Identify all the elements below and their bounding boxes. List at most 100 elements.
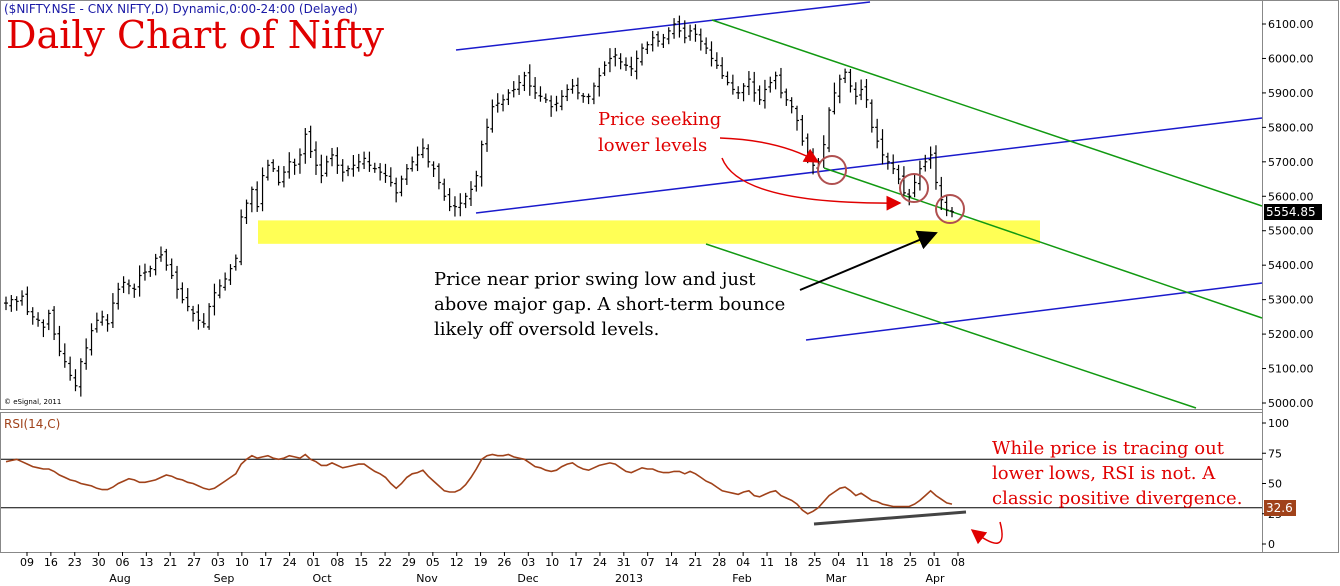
price-bar [399, 175, 404, 197]
price-last-value: 5554.85 [1266, 205, 1316, 219]
price-bar [255, 181, 260, 212]
x-month-label: Apr [925, 572, 945, 585]
price-bar [372, 162, 377, 173]
price-bar [591, 82, 596, 105]
price-bar [490, 99, 495, 133]
price-bar [474, 170, 479, 192]
price-bar [239, 209, 244, 266]
price-bar [623, 57, 628, 71]
channel-line-4 [711, 19, 1263, 207]
price-bar [394, 177, 399, 203]
price-bar [110, 293, 115, 328]
x-day-label: 21 [688, 556, 702, 569]
price-bar [789, 97, 794, 114]
rsi-last-value: 32.6 [1266, 501, 1293, 515]
price-bar [832, 82, 837, 115]
price-bar [324, 155, 329, 177]
annotation-price-near-2: above major gap. A short-term bounce [434, 294, 785, 315]
price-tick-label: 5900.00 [1268, 87, 1314, 100]
price-bar [864, 79, 869, 108]
price-bar [356, 153, 361, 172]
price-bar [4, 296, 8, 311]
annotation-price-near-3: likely off oversold levels. [434, 319, 659, 340]
price-bar [228, 264, 233, 285]
price-bar [426, 144, 431, 168]
price-bar [191, 305, 196, 322]
price-bar [778, 67, 783, 99]
price-bar [383, 163, 388, 183]
price-bar [853, 82, 858, 105]
price-tick-label: 5600.00 [1268, 190, 1314, 203]
price-bar [84, 338, 89, 370]
x-day-label: 05 [426, 556, 440, 569]
price-bar [201, 313, 206, 328]
price-bar [848, 68, 853, 93]
price-bar [720, 57, 725, 79]
price-bar [57, 325, 62, 357]
x-day-label: 04 [832, 556, 846, 569]
price-tick-label: 5800.00 [1268, 121, 1314, 134]
price-bar [741, 83, 746, 102]
price-bar [297, 148, 302, 174]
price-bar [950, 207, 954, 218]
x-month-label: Feb [732, 572, 751, 585]
x-day-label: 24 [283, 556, 297, 569]
rsi-tick-label: 75 [1268, 447, 1282, 460]
price-bar [880, 129, 885, 165]
price-bar [148, 265, 153, 277]
price-bar [175, 265, 180, 299]
rsi-tick-label: 50 [1268, 478, 1282, 491]
x-day-label: 10 [235, 556, 249, 569]
price-bar [308, 125, 313, 159]
price-bar [730, 74, 735, 95]
x-day-label: 19 [474, 556, 488, 569]
price-bar [132, 283, 137, 298]
price-bar [784, 88, 789, 106]
annotation-divergence-2: lower lows, RSI is not. A [992, 463, 1216, 484]
price-bar [821, 135, 826, 168]
x-day-label: 01 [927, 556, 941, 569]
price-bar [121, 276, 126, 294]
price-bar [52, 306, 57, 341]
price-bar [36, 312, 41, 327]
price-bar [581, 92, 586, 103]
price-bar [244, 199, 249, 224]
copyright-label: © eSignal, 2011 [4, 398, 61, 406]
price-bar [142, 263, 147, 281]
x-day-label: 10 [545, 556, 559, 569]
price-bar [597, 67, 602, 97]
price-bar [714, 52, 719, 69]
price-bar [543, 93, 548, 103]
price-bar [811, 148, 816, 175]
price-bar [388, 167, 393, 187]
price-bar [271, 159, 276, 172]
price-bar [46, 309, 51, 331]
price-bar [169, 258, 174, 279]
price-bar [207, 303, 212, 330]
x-month-label: Aug [109, 572, 130, 585]
x-day-label: 25 [808, 556, 822, 569]
price-bar [800, 114, 805, 146]
price-bar [693, 24, 698, 42]
x-axis-labels: 09 16 23 30 06 13 21 27 03 10 17 24 01 08 15 22 29 05 12 19… [20, 552, 965, 585]
price-bar [281, 166, 286, 188]
x-day-label: 17 [259, 556, 273, 569]
x-day-label: 30 [92, 556, 106, 569]
price-bar [939, 176, 944, 210]
x-day-label: 29 [402, 556, 416, 569]
price-bar [217, 279, 222, 299]
price-bar [640, 43, 645, 66]
arrow-price-near [799, 230, 938, 291]
x-month-label: Mar [826, 572, 847, 585]
x-day-label: 09 [20, 556, 34, 569]
price-bar [212, 283, 217, 316]
price-bar [362, 151, 367, 170]
price-bar [517, 75, 522, 95]
price-bar [249, 186, 254, 213]
price-last-value-box [1264, 204, 1322, 220]
price-bar [656, 31, 661, 47]
price-bar [725, 71, 730, 86]
price-bar [527, 64, 532, 96]
